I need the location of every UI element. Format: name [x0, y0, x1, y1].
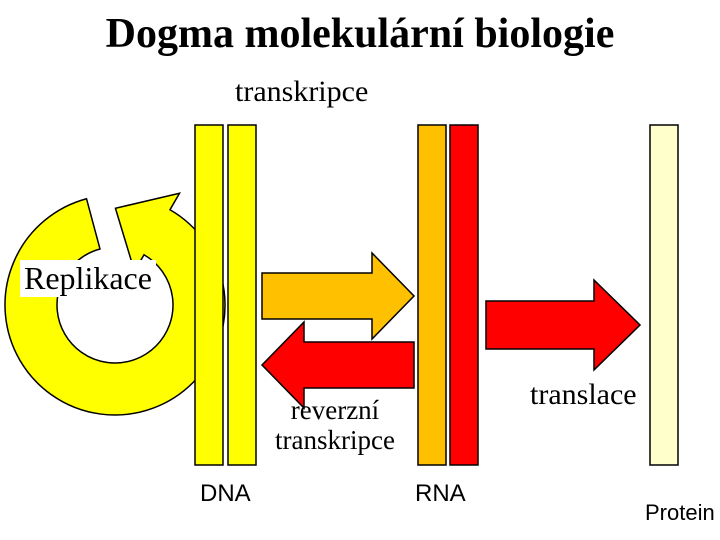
rna-bar-2 [450, 125, 478, 465]
label-replikace: Replikace [20, 260, 156, 297]
transcription-arrow [262, 253, 414, 339]
label-reverzni: reverznítranskripce [275, 395, 395, 455]
protein-bar [650, 125, 678, 465]
label-translace: translace [530, 378, 637, 412]
translation-arrow [486, 280, 640, 370]
dna-bar-1 [195, 125, 223, 465]
rna-bar-1 [418, 125, 446, 465]
diagram-stage: Dogma molekulární biologie transkripce R… [0, 0, 720, 540]
label-rna: RNA [415, 480, 466, 508]
label-protein: Protein [645, 500, 715, 526]
dna-bar-2 [228, 125, 256, 465]
page-title: Dogma molekulární biologie [0, 10, 720, 58]
replication-arc-arrow [5, 193, 225, 415]
label-transkripce: transkripce [235, 75, 368, 109]
label-dna: DNA [200, 480, 251, 508]
